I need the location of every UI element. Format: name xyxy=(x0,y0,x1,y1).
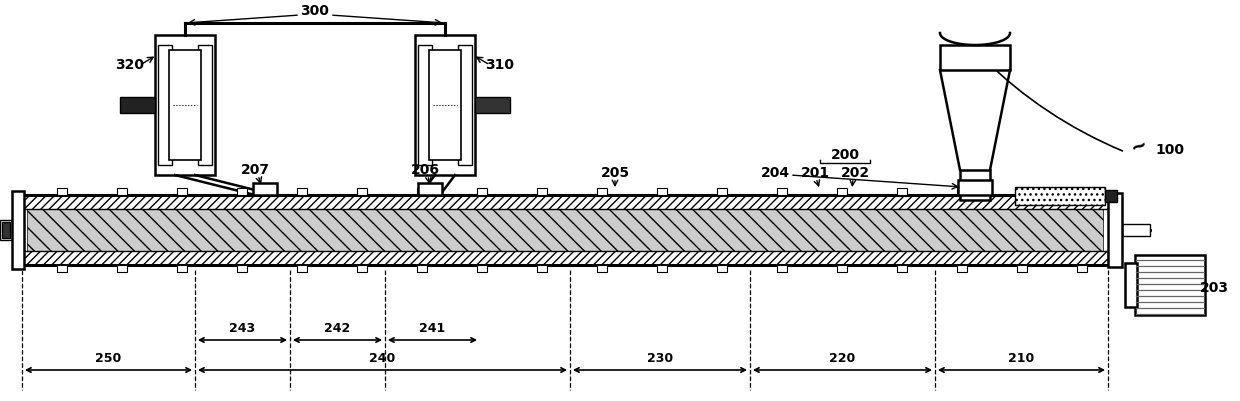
Bar xyxy=(1016,187,1105,205)
Text: 100: 100 xyxy=(1154,143,1184,157)
Bar xyxy=(959,180,992,195)
Bar xyxy=(418,45,432,165)
Bar xyxy=(596,188,608,195)
Text: 210: 210 xyxy=(1008,352,1034,365)
Bar xyxy=(117,188,126,195)
Bar xyxy=(0,220,12,240)
Bar xyxy=(657,265,667,272)
Bar xyxy=(1017,188,1027,195)
Bar xyxy=(237,188,247,195)
Text: 320: 320 xyxy=(115,58,145,72)
Bar xyxy=(429,50,461,160)
Text: 201: 201 xyxy=(801,166,830,180)
Bar xyxy=(298,188,308,195)
Bar xyxy=(717,265,727,272)
Text: 206: 206 xyxy=(410,163,439,177)
Bar xyxy=(458,45,472,165)
Bar xyxy=(1125,263,1137,307)
Bar xyxy=(596,265,608,272)
Bar xyxy=(957,188,967,195)
Bar xyxy=(1078,188,1087,195)
Bar xyxy=(155,35,215,175)
Bar xyxy=(1135,255,1205,315)
Bar xyxy=(22,251,1109,265)
Bar xyxy=(253,183,277,195)
Bar xyxy=(417,265,427,272)
Bar xyxy=(777,188,787,195)
Text: 310: 310 xyxy=(486,58,515,72)
Bar xyxy=(1078,265,1087,272)
Bar xyxy=(357,188,367,195)
Text: 205: 205 xyxy=(600,166,630,180)
Bar xyxy=(1122,224,1149,236)
Text: 230: 230 xyxy=(647,352,673,365)
Bar xyxy=(177,265,187,272)
Text: 202: 202 xyxy=(841,166,869,180)
Bar xyxy=(537,265,547,272)
Bar xyxy=(157,45,172,165)
Bar xyxy=(1105,190,1117,202)
Bar xyxy=(418,183,441,195)
Bar xyxy=(177,188,187,195)
Text: 242: 242 xyxy=(325,322,351,335)
Bar xyxy=(537,188,547,195)
Bar xyxy=(57,265,67,272)
Text: 220: 220 xyxy=(830,352,856,365)
Bar xyxy=(657,188,667,195)
Bar xyxy=(837,265,847,272)
Bar xyxy=(1017,265,1027,272)
Bar xyxy=(717,188,727,195)
Bar xyxy=(897,265,906,272)
Text: 203: 203 xyxy=(1200,281,1229,295)
Bar xyxy=(298,265,308,272)
Text: ~: ~ xyxy=(1128,134,1149,157)
Text: 204: 204 xyxy=(760,166,790,180)
Text: 240: 240 xyxy=(370,352,396,365)
Bar xyxy=(117,265,126,272)
Bar xyxy=(2,222,10,238)
Bar xyxy=(475,97,510,113)
Bar xyxy=(417,188,427,195)
Bar xyxy=(477,188,487,195)
Bar xyxy=(169,50,201,160)
Bar xyxy=(940,45,1011,70)
Bar xyxy=(22,195,1109,209)
Bar xyxy=(120,97,155,113)
Bar xyxy=(837,188,847,195)
Bar xyxy=(897,188,906,195)
Bar xyxy=(777,265,787,272)
Bar xyxy=(357,265,367,272)
Bar xyxy=(237,265,247,272)
Text: 200: 200 xyxy=(831,148,859,162)
Bar xyxy=(12,191,24,269)
Text: 243: 243 xyxy=(229,322,255,335)
Bar xyxy=(477,265,487,272)
Text: 300: 300 xyxy=(300,4,330,18)
Bar xyxy=(57,188,67,195)
Text: 250: 250 xyxy=(95,352,122,365)
Bar xyxy=(960,170,990,200)
Bar xyxy=(957,265,967,272)
Bar xyxy=(198,45,212,165)
Text: 207: 207 xyxy=(241,163,269,177)
Bar xyxy=(1109,193,1122,267)
Bar xyxy=(415,35,475,175)
Text: 241: 241 xyxy=(419,322,445,335)
Bar xyxy=(27,209,1104,251)
